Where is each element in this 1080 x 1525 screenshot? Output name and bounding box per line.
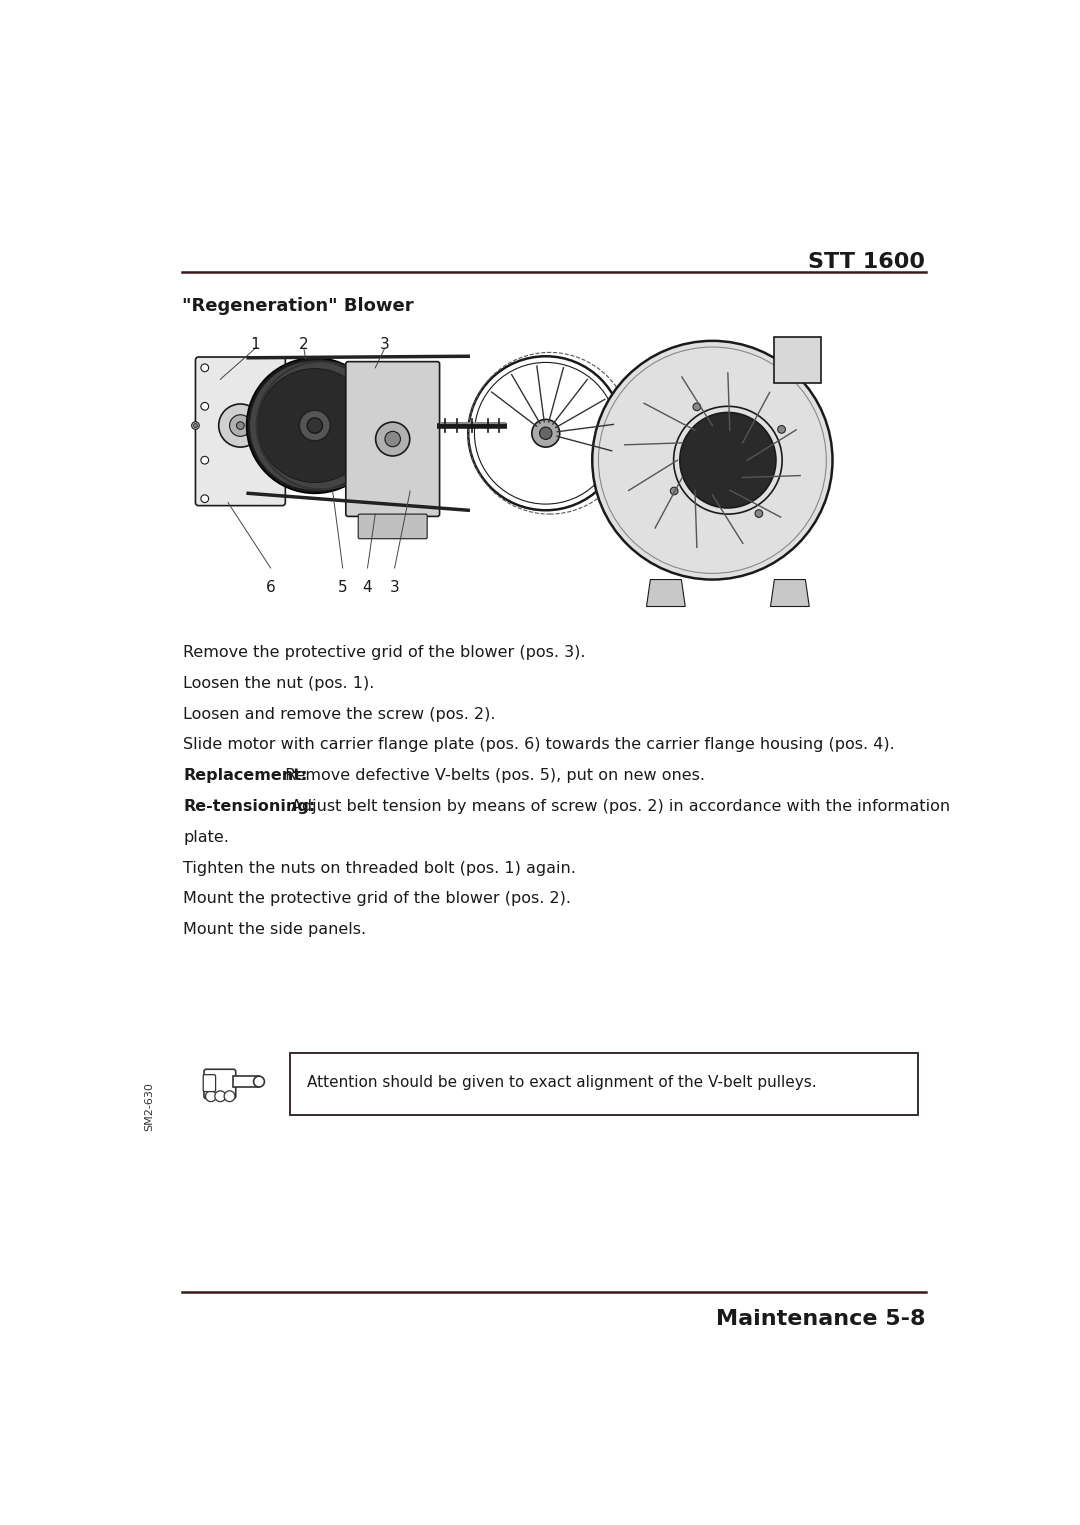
Polygon shape: [770, 580, 809, 607]
Circle shape: [592, 342, 833, 580]
Circle shape: [376, 422, 409, 456]
FancyBboxPatch shape: [195, 357, 285, 506]
Text: Remove defective V-belts (pos. 5), put on new ones.: Remove defective V-belts (pos. 5), put o…: [280, 769, 705, 784]
Polygon shape: [647, 580, 685, 607]
Text: Loosen the nut (pos. 1).: Loosen the nut (pos. 1).: [183, 676, 375, 691]
Text: Maintenance 5-8: Maintenance 5-8: [716, 1308, 926, 1328]
Text: 2: 2: [299, 337, 309, 352]
Circle shape: [201, 364, 208, 372]
Circle shape: [205, 1090, 216, 1101]
Circle shape: [201, 494, 208, 503]
Circle shape: [246, 358, 383, 493]
Circle shape: [693, 403, 701, 410]
Circle shape: [249, 361, 380, 490]
FancyBboxPatch shape: [203, 1075, 216, 1092]
Circle shape: [225, 1090, 235, 1101]
FancyBboxPatch shape: [204, 1069, 235, 1098]
Circle shape: [384, 432, 401, 447]
Text: plate.: plate.: [183, 830, 229, 845]
Circle shape: [201, 403, 208, 410]
Polygon shape: [356, 364, 410, 398]
Text: Mount the side panels.: Mount the side panels.: [183, 923, 366, 938]
Circle shape: [755, 509, 762, 517]
Text: Slide motor with carrier flange plate (pos. 6) towards the carrier flange housin: Slide motor with carrier flange plate (p…: [183, 738, 895, 752]
FancyBboxPatch shape: [359, 514, 428, 538]
Text: 3: 3: [390, 580, 400, 595]
Text: 4: 4: [363, 580, 373, 595]
Text: 6: 6: [266, 580, 275, 595]
Circle shape: [778, 425, 785, 433]
Circle shape: [701, 448, 724, 471]
Text: Attention should be given to exact alignment of the V-belt pulleys.: Attention should be given to exact align…: [307, 1075, 816, 1090]
Text: 5: 5: [338, 580, 348, 595]
Text: SM2-630: SM2-630: [144, 1083, 154, 1132]
Circle shape: [215, 1090, 226, 1101]
Circle shape: [531, 419, 559, 447]
Circle shape: [230, 415, 252, 436]
Circle shape: [540, 427, 552, 439]
Text: Replacement:: Replacement:: [183, 769, 308, 784]
Text: Tighten the nuts on threaded bolt (pos. 1) again.: Tighten the nuts on threaded bolt (pos. …: [183, 860, 576, 875]
Bar: [291, 1054, 918, 1115]
Text: Re-tensioning:: Re-tensioning:: [183, 799, 315, 814]
Circle shape: [679, 412, 775, 508]
Circle shape: [201, 456, 208, 464]
Circle shape: [254, 1077, 265, 1087]
Text: Adjust belt tension by means of screw (pos. 2) in accordance with the informatio: Adjust belt tension by means of screw (p…: [286, 799, 950, 814]
Circle shape: [237, 422, 244, 430]
Text: "Regeneration" Blower: "Regeneration" Blower: [181, 297, 414, 316]
Circle shape: [299, 410, 330, 441]
Polygon shape: [232, 1077, 259, 1087]
Text: 3: 3: [380, 337, 390, 352]
Circle shape: [257, 369, 373, 482]
Text: Mount the protective grid of the blower (pos. 2).: Mount the protective grid of the blower …: [183, 892, 571, 906]
Text: STT 1600: STT 1600: [809, 252, 926, 273]
Polygon shape: [774, 337, 821, 383]
Text: Remove the protective grid of the blower (pos. 3).: Remove the protective grid of the blower…: [183, 645, 585, 660]
FancyBboxPatch shape: [346, 361, 440, 517]
Circle shape: [671, 486, 678, 494]
Circle shape: [193, 424, 198, 427]
Circle shape: [307, 418, 323, 433]
Text: Loosen and remove the screw (pos. 2).: Loosen and remove the screw (pos. 2).: [183, 706, 496, 721]
Text: 1: 1: [251, 337, 260, 352]
Circle shape: [218, 404, 262, 447]
Circle shape: [191, 422, 200, 430]
Circle shape: [689, 438, 735, 483]
